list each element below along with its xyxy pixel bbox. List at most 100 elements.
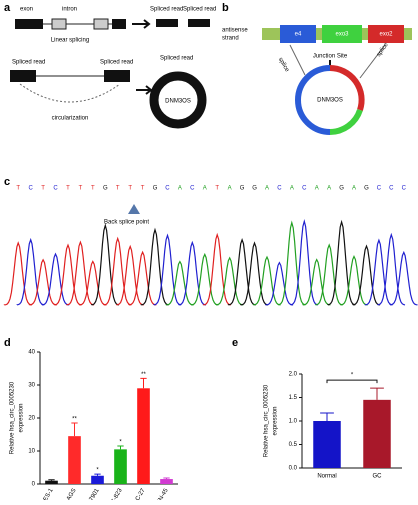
base-letter: T [215,186,219,192]
exon-box [93,18,109,30]
chromatogram-peak [352,244,381,306]
x-tick-label: Normal [317,474,336,480]
bar [160,479,173,484]
bar [91,475,104,484]
label: exo2 [379,32,393,38]
label: Spliced read [150,7,183,13]
base-letter: G [103,186,108,192]
base-letter: G [252,186,257,192]
significance: ** [72,417,77,423]
panel-label: d [4,337,11,349]
y-tick-label: 0.0 [289,466,298,472]
chromatogram-peak [153,233,182,306]
label: Spliced read [100,60,133,66]
y-tick-label: 20 [28,416,35,422]
chromatogram-peak [140,227,169,306]
chromatogram-peak [78,260,107,306]
y-tick-label: 0.5 [289,442,298,448]
base-letter: T [66,186,70,192]
bar [114,449,127,484]
error-bar [140,377,147,389]
label: DNM3OS [317,98,343,104]
chromatogram-peak [227,237,256,306]
base-letter: C [277,186,282,192]
base-letter: G [153,186,158,192]
base-letter: C [28,186,33,192]
base-letter: A [352,186,356,192]
panel-label: c [4,176,10,188]
label: Junction Site [313,54,348,60]
chromatogram-peak [65,240,95,306]
x-tick-label: AGS [66,488,78,500]
label: Linear splicing [51,38,89,44]
chromatogram-peak [252,255,281,306]
y-tick-label: 10 [28,449,35,455]
x-tick-label: GES-1 [40,487,55,500]
chromatogram-peak [202,232,232,306]
label: Spliced read [160,56,193,62]
chromatogram-peak [327,219,356,306]
x-tick-label: SGC-7901 [81,487,101,500]
y-tick-label: 30 [28,383,35,389]
base-letter: T [91,186,95,192]
chromatogram-peak [91,223,120,306]
chromatogram-peak [277,220,306,306]
chromatogram-peak [314,243,343,306]
base-letter: A [203,186,207,192]
panel-b: b antisense strand e4 exo3 exo2 Junction… [222,2,412,135]
base-letter: T [16,186,20,192]
chromatogram-peak [389,250,418,306]
significance: * [351,373,354,379]
label: Back splice point [104,220,149,226]
label: Spliced read [12,60,45,66]
label: strand [222,36,239,42]
chromatogram-peak [53,243,82,306]
chromatogram-peak [115,244,144,306]
error-bar [94,473,101,476]
bar [68,436,81,484]
bar [137,388,150,484]
base-letter: C [402,186,407,192]
panel-c: c Back splice point [4,176,149,226]
chromatogram-peak [377,232,406,306]
label: antisense [222,28,248,34]
exon-box [15,19,43,29]
chromatogram-peak [16,237,45,306]
panel-label: a [4,2,11,14]
chromatogram-peak [339,255,368,306]
chromatogram-peak [128,250,157,306]
y-tick-label: 0 [32,482,36,488]
bar [45,480,58,484]
label: circularization [52,116,89,122]
base-letter: T [141,186,145,192]
bar [363,399,391,468]
chromatogram-peak [215,256,244,306]
x-tick-label: HGC-27 [130,487,147,500]
y-axis-label: expression [273,406,279,435]
base-letter: C [302,186,307,192]
base-letter: A [327,186,331,192]
exon-box [10,70,36,82]
base-letter: T [128,186,132,192]
y-axis-label: Relative hsa_circ_0005230 [10,381,16,454]
panel-label: b [222,2,229,14]
arc [295,65,331,135]
arrow [136,85,153,95]
exon-box [104,70,130,82]
base-letter: A [290,186,294,192]
bar [313,421,341,468]
y-tick-label: 1.0 [289,419,298,425]
exon-box [112,19,126,29]
label: exo3 [335,32,349,38]
chromatogram-peak [364,238,393,306]
read [188,19,210,27]
base-letter: A [265,186,269,192]
circ-link [19,83,121,103]
base-letter: A [315,186,319,192]
base-letter: C [190,186,195,192]
label: Spliced read [183,7,216,13]
x-tick-label: GC [373,474,383,480]
base-letter: G [364,186,369,192]
